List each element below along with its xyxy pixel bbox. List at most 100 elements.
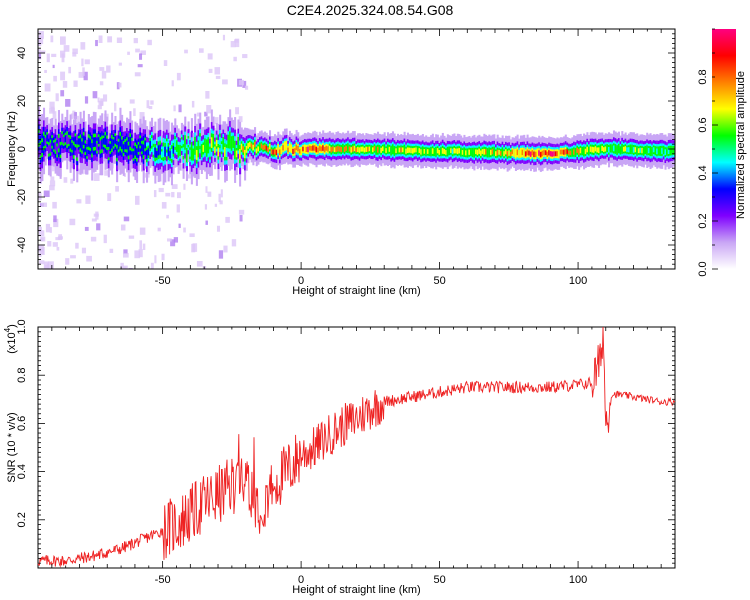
spectrogram-noise-cell (129, 99, 135, 104)
spectrogram-noise-cell (76, 199, 82, 204)
spectrogram-cell (74, 136, 77, 145)
spectrogram-cell (546, 151, 549, 157)
spectrogram-cell (539, 151, 542, 158)
spectrogram-cell (160, 151, 164, 158)
spectrogram-cell (280, 147, 283, 153)
spectrogram-cell (189, 149, 192, 157)
spectrogram-noise-cell (49, 108, 55, 114)
spectrogram-cell (348, 146, 351, 152)
spectrogram-cell (425, 149, 428, 155)
spectrogram-ticks: -50 0 50 100 -40 -20 0 20 40 (16, 28, 676, 287)
spectrogram-cell (242, 146, 245, 153)
spectrogram-cell (42, 135, 46, 147)
spectrogram-cell (124, 141, 127, 150)
spectrogram-cell (225, 147, 228, 157)
spectrogram-noise-cell (139, 227, 146, 235)
spectrogram-cell (561, 149, 564, 155)
spectrogram-cell (116, 148, 119, 158)
spectrogram-cell (267, 147, 270, 153)
spectrogram-cell (486, 150, 489, 156)
spectrogram-noise-cell (230, 41, 236, 48)
spectrogram-cell (523, 149, 526, 156)
spectrogram-cell (245, 145, 248, 153)
spectrogram-cell (372, 147, 375, 153)
spectrogram-cell (423, 149, 426, 154)
spectrogram-noise-cell (43, 190, 50, 198)
spectrogram-cell (362, 146, 365, 152)
spectrogram-cell (509, 151, 512, 157)
spectrogram-cell (240, 143, 243, 150)
spectrogram-cell (345, 145, 348, 151)
spectrogram-cell (466, 150, 469, 156)
spectrogram-noise-cell (161, 202, 167, 209)
spectrogram-cell (451, 148, 454, 155)
spectrogram-cell (461, 150, 464, 155)
spectrogram-cell (244, 149, 247, 159)
spectrogram-cell (104, 135, 107, 145)
spectrogram-cell (76, 147, 79, 158)
spectrogram-cell (132, 151, 135, 159)
spectrogram-cell (458, 148, 461, 154)
spectrogram-cell (67, 137, 70, 144)
spectrogram-noise-cell (207, 53, 213, 60)
spectrogram-cell (205, 143, 208, 154)
spectrogram-cell (478, 148, 481, 154)
snr-y-axis-label: SNR (10 * v/v) (6, 412, 18, 482)
spectrogram-noise-cell (138, 249, 143, 258)
spectrogram-noise-cell (171, 80, 174, 87)
spectrogram-cell (106, 138, 109, 147)
spectrogram-cell (152, 146, 155, 155)
spectrogram-cell (217, 147, 220, 157)
spectrogram-noise-cell (60, 90, 65, 97)
spectrogram-cell (282, 145, 285, 151)
x-tick-label: -50 (155, 275, 171, 287)
spectrogram-cell (376, 146, 380, 153)
spectrogram-cell (544, 150, 547, 156)
spectrogram-noise-cell (107, 193, 112, 202)
spectrogram-noise-cell (93, 173, 100, 181)
spectrogram-cell (235, 150, 238, 158)
spectrogram-cell (607, 147, 611, 153)
spectrogram-cell (51, 138, 54, 146)
spectrogram-cell (415, 147, 418, 153)
spectrogram-cell (283, 143, 286, 150)
spectrogram-cell (433, 149, 436, 155)
spectrogram-cell (260, 143, 263, 149)
spectrogram-cell (180, 139, 183, 146)
y-tick-label: -20 (16, 189, 28, 205)
spectrogram-noise-cell (55, 237, 61, 241)
spectrogram-noise-cell (150, 262, 154, 269)
spectrogram-cell (499, 150, 503, 156)
spectrogram-cell (386, 146, 390, 152)
spectrogram-cell (448, 148, 451, 154)
spectrogram-noise-cell (65, 258, 70, 265)
spectrogram-cell (551, 151, 554, 157)
spectrogram-cell (350, 147, 353, 153)
spectrogram-cell (159, 144, 162, 155)
spectrogram-cell (455, 148, 458, 154)
spectrogram-cell (656, 148, 659, 155)
spectrogram-noise-cell (38, 49, 41, 54)
spectrogram-noise-cell (38, 192, 42, 201)
spectrogram-noise-cell (44, 83, 51, 92)
spectrogram-cell (498, 149, 501, 155)
spectrogram-cell (385, 148, 388, 153)
spectrogram-cell (403, 146, 406, 153)
spectrogram-panel: -50 0 50 100 -40 -20 0 20 40 Height of straight … (6, 28, 676, 297)
spectrogram-noise-cell (40, 236, 46, 242)
spectrogram-noise-cell (205, 220, 208, 225)
spectrogram-cell (275, 149, 278, 156)
y-tick-label: 1.0 (16, 319, 28, 334)
spectrogram-cell (611, 146, 614, 151)
spectrogram-noise-cell (95, 39, 98, 47)
x-tick-label: 50 (433, 275, 445, 287)
spectrogram-cell (215, 139, 218, 147)
spectrogram-cell (263, 144, 267, 150)
spectrogram-cell (408, 147, 411, 153)
y-tick-label: -40 (16, 237, 28, 253)
spectrogram-cell (179, 147, 182, 154)
spectrogram-cell (202, 145, 205, 152)
spectrogram-cell (287, 147, 290, 153)
spectrogram-cell (293, 148, 296, 154)
spectrogram-cell (609, 145, 612, 151)
